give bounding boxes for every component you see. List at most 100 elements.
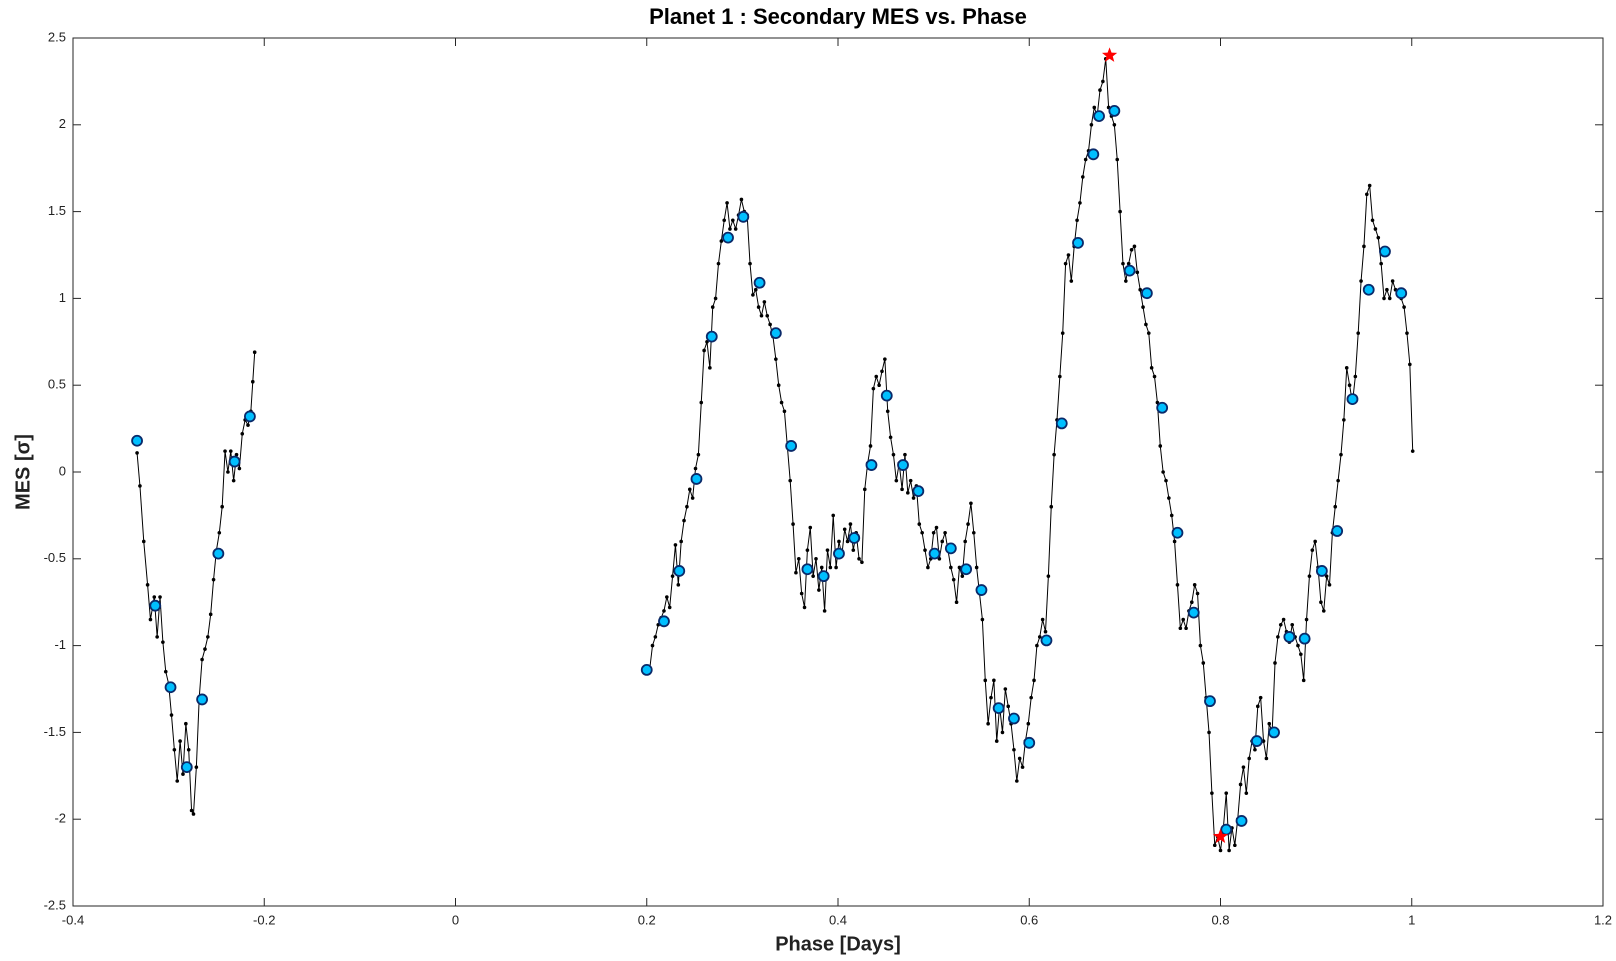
data-dot xyxy=(1347,383,1352,388)
data-circle xyxy=(164,681,177,694)
data-circle xyxy=(1087,148,1100,161)
data-circle xyxy=(1171,526,1184,539)
data-circle xyxy=(1268,726,1280,739)
data-dot xyxy=(1299,652,1303,657)
data-circle xyxy=(1093,110,1105,123)
data-dot xyxy=(653,635,658,639)
data-dot xyxy=(891,452,896,457)
data-dot xyxy=(871,386,876,391)
data-dot xyxy=(860,560,864,565)
data-circle xyxy=(1140,287,1153,300)
data-circle xyxy=(1315,565,1328,577)
data-circle xyxy=(944,542,957,555)
data-dot xyxy=(822,609,827,613)
data-dot xyxy=(1178,626,1183,631)
data-dot xyxy=(693,466,698,471)
data-dot xyxy=(1078,201,1082,205)
y-axis-label: MES [σ] xyxy=(12,434,34,510)
data-dot xyxy=(1344,366,1349,370)
data-circle xyxy=(1283,631,1296,643)
data-dot xyxy=(1026,721,1031,726)
data-circle xyxy=(196,693,208,706)
data-dot xyxy=(762,300,767,304)
data-dot xyxy=(208,612,213,617)
data-circle xyxy=(228,455,241,468)
data-dot xyxy=(765,313,770,318)
data-dot xyxy=(234,452,239,457)
data-dot xyxy=(759,313,764,318)
data-dot xyxy=(980,617,985,622)
data-dot xyxy=(710,305,715,309)
data-circle xyxy=(149,599,162,612)
data-dot xyxy=(223,449,227,453)
data-dot xyxy=(900,487,904,492)
data-dot xyxy=(825,548,830,552)
data-dot xyxy=(1003,687,1008,691)
data-dot xyxy=(725,201,729,205)
data-circle xyxy=(1362,283,1375,296)
data-dot xyxy=(779,400,784,405)
data-dot xyxy=(1253,747,1257,752)
data-circle xyxy=(212,547,225,560)
data-dot xyxy=(1278,622,1283,627)
data-dot xyxy=(1015,779,1019,783)
y-tick-label: 0.5 xyxy=(48,377,66,392)
data-dot xyxy=(923,548,927,552)
data-dot xyxy=(1359,279,1363,283)
data-circle xyxy=(801,563,814,576)
data-circle xyxy=(131,434,143,447)
data-dot xyxy=(857,557,861,561)
data-dot xyxy=(994,739,999,743)
data-dot xyxy=(917,522,922,526)
data-dot xyxy=(158,595,162,599)
data-dot xyxy=(178,739,182,743)
data-dot xyxy=(722,218,727,223)
data-circle xyxy=(975,584,988,596)
data-dot xyxy=(802,605,807,610)
data-dot xyxy=(189,808,194,813)
data-dot xyxy=(194,765,199,769)
data-circle xyxy=(180,761,193,774)
y-tick-label: -1 xyxy=(54,637,66,652)
data-dot xyxy=(906,491,910,495)
data-dot xyxy=(719,239,724,243)
data-dot xyxy=(702,348,706,353)
data-circle xyxy=(1331,525,1344,537)
data-dot xyxy=(837,539,841,544)
data-dot xyxy=(1276,635,1280,639)
data-circle xyxy=(1250,735,1263,747)
data-dot xyxy=(184,721,188,726)
data-dot xyxy=(1241,765,1246,769)
data-dot xyxy=(1336,478,1340,483)
data-circle xyxy=(1346,393,1359,405)
data-dot xyxy=(1402,305,1406,309)
data-dot xyxy=(966,522,970,526)
data-dot xyxy=(1198,643,1203,648)
data-dot xyxy=(1098,88,1102,92)
data-dot xyxy=(1032,678,1036,683)
data-dot xyxy=(1118,209,1122,214)
data-dot xyxy=(1247,756,1251,761)
data-dot xyxy=(1290,622,1295,627)
data-dot xyxy=(1210,791,1214,795)
data-dot xyxy=(716,261,721,266)
data-circle xyxy=(1008,712,1020,725)
data-dot xyxy=(1273,661,1277,665)
data-dot xyxy=(662,609,666,613)
data-dot xyxy=(1264,756,1269,761)
data-dot xyxy=(796,557,801,561)
data-dot xyxy=(673,543,678,547)
data-circle xyxy=(1220,823,1233,836)
data-dot xyxy=(776,383,781,388)
data-dot xyxy=(731,218,735,223)
data-dot xyxy=(1101,79,1105,84)
data-dot xyxy=(1066,253,1071,257)
data-dot xyxy=(851,548,856,552)
y-tick-label: 0 xyxy=(59,463,66,478)
data-dot xyxy=(943,530,947,535)
data-dot xyxy=(1353,374,1358,379)
data-dot xyxy=(1327,583,1332,587)
data-dot xyxy=(1207,730,1211,735)
data-dot xyxy=(1046,574,1051,578)
data-dot xyxy=(1379,261,1383,266)
